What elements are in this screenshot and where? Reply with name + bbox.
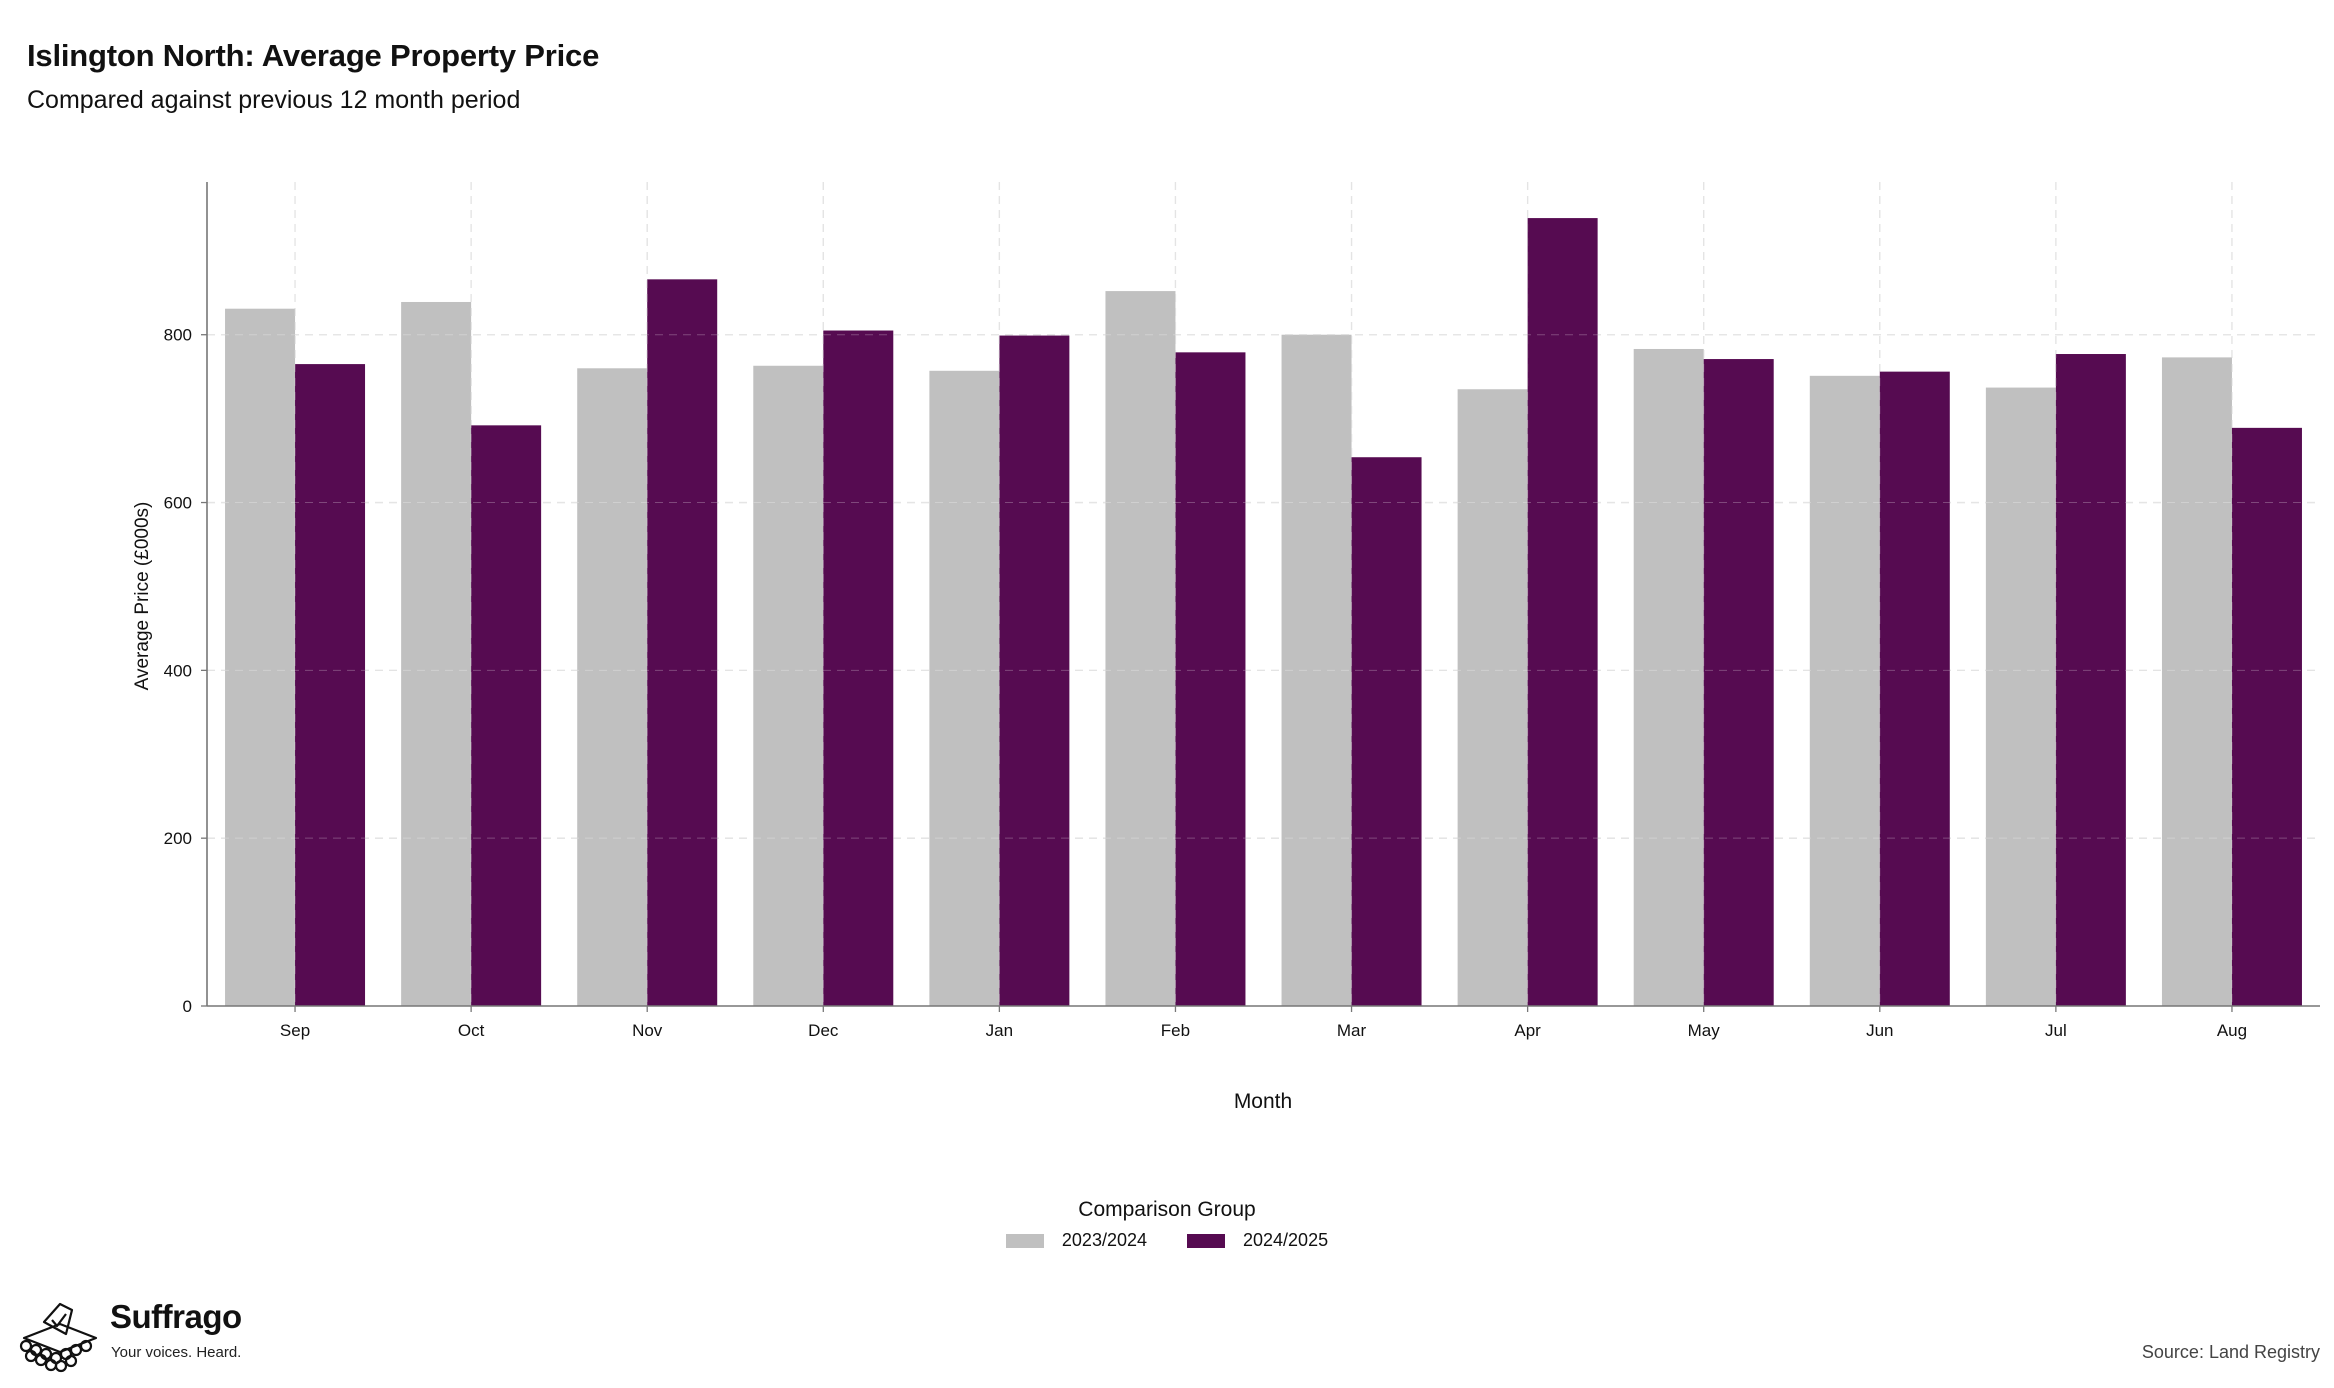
bar-2023-2024-mar (1281, 334, 1352, 1006)
y-tick-label: 400 (164, 661, 192, 680)
bar-2024-2025-jan (999, 335, 1070, 1006)
bar-2023-2024-nov (577, 368, 648, 1006)
legend-item-2024-2025: 2024/2025 (1187, 1230, 1328, 1251)
chart-subtitle: Compared against previous 12 month perio… (27, 86, 521, 114)
x-tick-label: Jan (986, 1021, 1013, 1040)
bar-2023-2024-jul (1985, 387, 2056, 1006)
ballot-box-icon (19, 1302, 98, 1373)
x-tick-label: Feb (1161, 1021, 1190, 1040)
brand-name: Suffrago (110, 1298, 242, 1335)
bar-2024-2025-jul (2055, 354, 2126, 1006)
y-tick-label: 0 (183, 997, 192, 1016)
bar-2023-2024-dec (753, 365, 824, 1006)
x-tick-label: Mar (1337, 1021, 1367, 1040)
bar-2024-2025-feb (1175, 352, 1246, 1006)
bar-2024-2025-aug (2231, 427, 2302, 1006)
bar-2024-2025-apr (1527, 218, 1598, 1006)
legend-swatch (1187, 1233, 1225, 1248)
bar-2023-2024-sep (225, 308, 296, 1006)
y-tick-label: 800 (164, 326, 192, 345)
x-tick-label: Oct (458, 1021, 485, 1040)
y-tick-label: 200 (164, 829, 192, 848)
bar-2024-2025-oct (471, 425, 542, 1007)
bar-2023-2024-aug (2161, 357, 2232, 1007)
x-tick-label: May (1688, 1021, 1721, 1040)
legend-swatch (1005, 1233, 1044, 1248)
x-tick-label: Apr (1514, 1021, 1541, 1040)
bar-2023-2024-jun (1809, 375, 1880, 1006)
bars (207, 182, 2320, 1007)
x-axis-label: Month (1234, 1090, 1292, 1113)
source-note: Source: Land Registry (2141, 1342, 2320, 1362)
bar-2024-2025-mar (1351, 457, 1422, 1006)
x-tick-label: Jul (2045, 1021, 2067, 1040)
x-tick-label: Nov (632, 1021, 663, 1040)
bar-2023-2024-apr (1457, 389, 1528, 1006)
legend: Comparison Group 2023/2024 2024/2025 (0, 1198, 2334, 1251)
brand-tagline: Your voices. Heard. (111, 1344, 242, 1361)
chart-title: Islington North: Average Property Price (27, 38, 600, 73)
bar-2024-2025-sep (295, 364, 366, 1006)
x-tick-label: Dec (808, 1021, 839, 1040)
legend-label: 2024/2025 (1243, 1230, 1329, 1250)
bar-2024-2025-nov (647, 279, 718, 1006)
legend-item-2023-2024: 2023/2024 (1005, 1230, 1147, 1251)
bar-2023-2024-jan (929, 370, 1000, 1007)
y-axis-label: Average Price (£000s) (132, 502, 153, 691)
y-tick-label: 600 (164, 494, 192, 513)
legend-title: Comparison Group (1078, 1198, 1256, 1221)
bar-2024-2025-jun (1879, 371, 1950, 1007)
axes: 0 200 400 600 800 Sep Oct Nov Dec Jan Feb Mar Apr May… (164, 182, 2320, 1040)
x-tick-label: Jun (1866, 1021, 1893, 1040)
bar-2023-2024-oct (401, 301, 472, 1007)
legend-label: 2023/2024 (1061, 1230, 1147, 1250)
bar-2023-2024-feb (1105, 291, 1176, 1006)
x-tick-label: Aug (2217, 1021, 2247, 1040)
x-tick-label: Sep (280, 1021, 310, 1040)
bar-2024-2025-dec (823, 330, 894, 1007)
bar-2023-2024-may (1633, 348, 1704, 1006)
bar-2024-2025-may (1703, 359, 1774, 1006)
